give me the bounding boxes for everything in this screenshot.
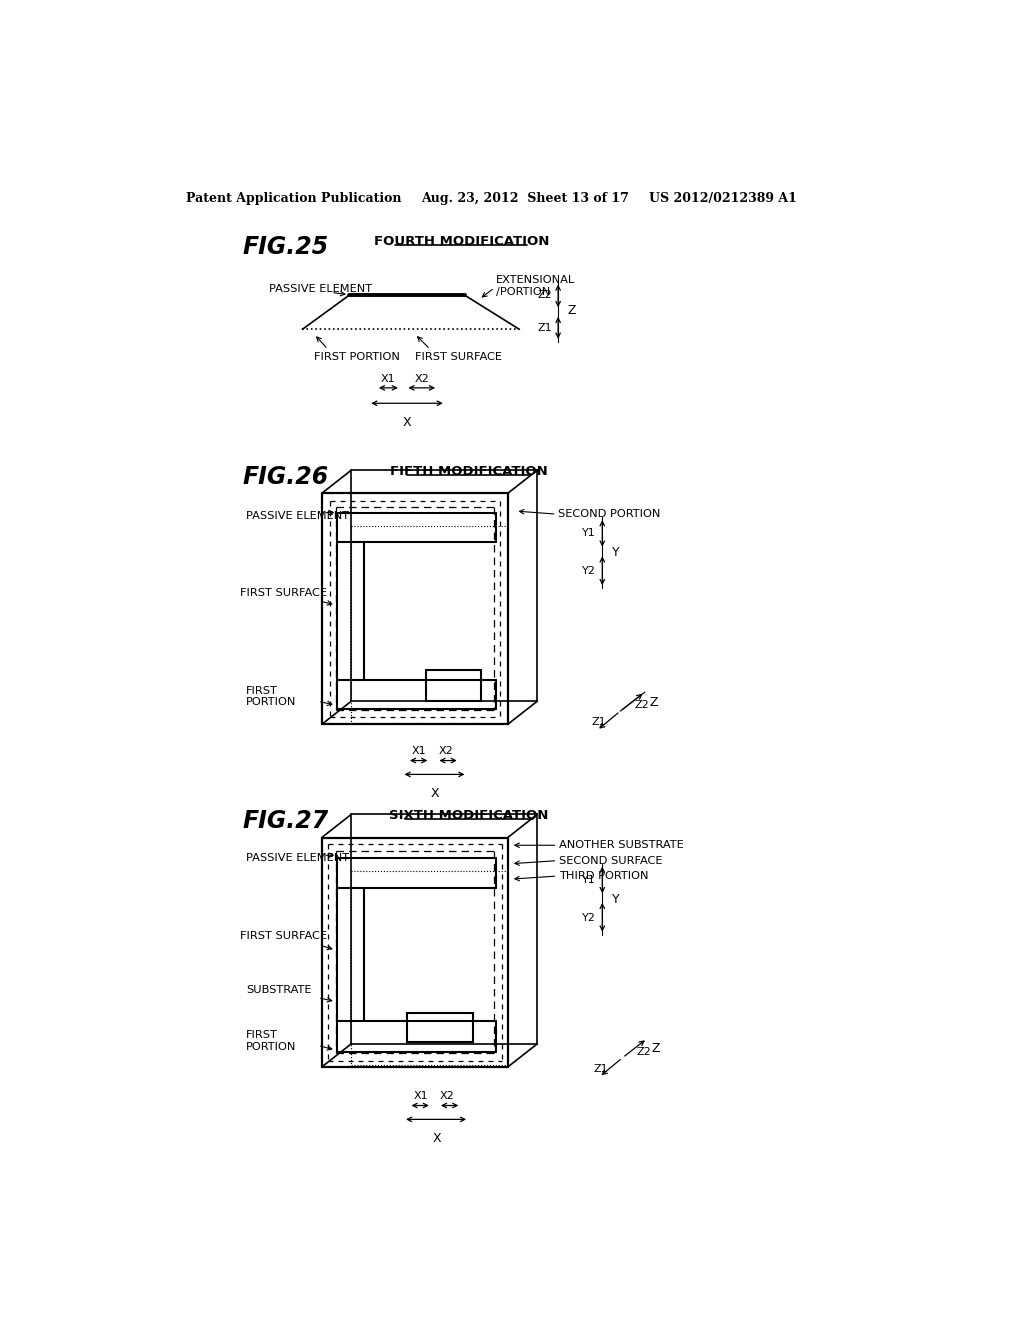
Text: FIRST SURFACE: FIRST SURFACE xyxy=(241,589,328,598)
Text: US 2012/0212389 A1: US 2012/0212389 A1 xyxy=(649,191,797,205)
Text: Y1: Y1 xyxy=(583,875,596,884)
Text: Z2: Z2 xyxy=(636,1047,651,1056)
Text: Y2: Y2 xyxy=(583,566,596,576)
Text: FIG.26: FIG.26 xyxy=(243,465,329,488)
Text: SIXTH MODIFICATION: SIXTH MODIFICATION xyxy=(389,809,549,822)
Text: THIRD PORTION: THIRD PORTION xyxy=(559,871,648,880)
Text: Aug. 23, 2012  Sheet 13 of 17: Aug. 23, 2012 Sheet 13 of 17 xyxy=(421,191,629,205)
Text: FIFTH MODIFICATION: FIFTH MODIFICATION xyxy=(390,465,548,478)
Text: PASSIVE ELEMENT: PASSIVE ELEMENT xyxy=(269,284,372,294)
Text: X: X xyxy=(432,1131,440,1144)
Text: FIRST SURFACE: FIRST SURFACE xyxy=(241,931,328,941)
Text: FIRST PORTION: FIRST PORTION xyxy=(314,352,400,363)
Text: FOURTH MODIFICATION: FOURTH MODIFICATION xyxy=(374,235,549,248)
Text: FIRST
PORTION: FIRST PORTION xyxy=(246,686,296,708)
Text: Y: Y xyxy=(611,546,620,560)
Text: Z: Z xyxy=(649,696,658,709)
Text: Z1: Z1 xyxy=(594,1064,608,1073)
Text: Y1: Y1 xyxy=(583,528,596,539)
Text: Z2: Z2 xyxy=(634,700,649,710)
Text: EXTENSIONAL
/PORTION: EXTENSIONAL /PORTION xyxy=(496,276,575,297)
Text: FIRST SURFACE: FIRST SURFACE xyxy=(415,352,502,363)
Text: Patent Application Publication: Patent Application Publication xyxy=(186,191,401,205)
Text: X2: X2 xyxy=(438,746,454,756)
Text: Z1: Z1 xyxy=(538,323,552,333)
Text: X2: X2 xyxy=(415,374,430,384)
Text: Z: Z xyxy=(652,1041,660,1055)
Text: Y: Y xyxy=(611,892,620,906)
Text: Z1: Z1 xyxy=(592,717,606,727)
Text: FIRST
PORTION: FIRST PORTION xyxy=(246,1030,296,1052)
Text: SECOND PORTION: SECOND PORTION xyxy=(558,510,660,519)
Text: FIG.25: FIG.25 xyxy=(243,235,329,260)
Text: X1: X1 xyxy=(414,1092,428,1101)
Text: FIG.27: FIG.27 xyxy=(243,809,329,833)
Text: X1: X1 xyxy=(380,374,395,384)
Text: PASSIVE ELEMENT: PASSIVE ELEMENT xyxy=(246,511,349,521)
Text: Z: Z xyxy=(567,305,575,317)
Text: ANOTHER SUBSTRATE: ANOTHER SUBSTRATE xyxy=(559,841,684,850)
Text: X2: X2 xyxy=(440,1092,455,1101)
Text: SUBSTRATE: SUBSTRATE xyxy=(246,985,311,995)
Text: X: X xyxy=(430,787,439,800)
Text: PASSIVE ELEMENT: PASSIVE ELEMENT xyxy=(246,853,349,862)
Text: Z2: Z2 xyxy=(538,290,552,301)
Text: Y2: Y2 xyxy=(583,912,596,923)
Text: X: X xyxy=(402,416,412,429)
Text: SECOND SURFACE: SECOND SURFACE xyxy=(559,855,663,866)
Text: X1: X1 xyxy=(412,746,427,756)
